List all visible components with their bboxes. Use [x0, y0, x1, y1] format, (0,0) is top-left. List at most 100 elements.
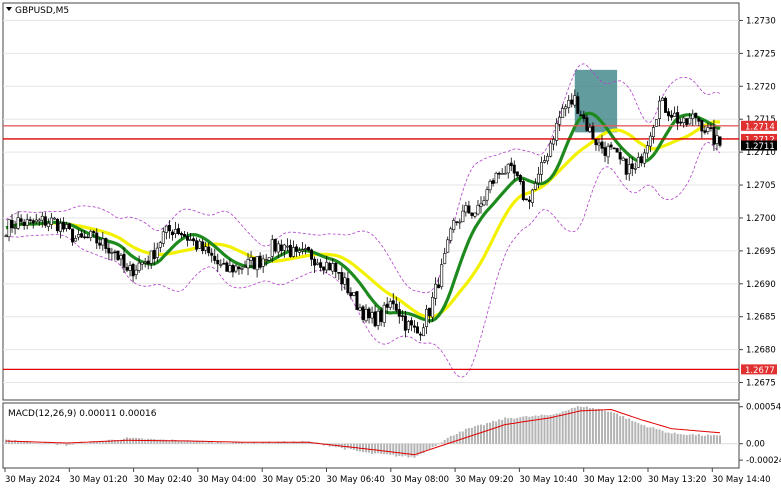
macd-bar	[144, 439, 147, 444]
macd-bar	[265, 443, 268, 444]
candle-body	[310, 249, 314, 260]
time-tick-label: 30 May 12:00	[584, 475, 642, 485]
macd-bar	[349, 443, 352, 449]
candle-body	[691, 113, 695, 119]
candle-body	[651, 127, 655, 138]
candle-body	[428, 307, 432, 317]
macd-bar	[389, 443, 392, 455]
candle-body	[89, 230, 93, 239]
macd-bar	[537, 415, 540, 444]
main-frame	[2, 2, 740, 401]
macd-bar	[522, 416, 525, 444]
candle-body	[555, 122, 559, 141]
candle-body	[570, 99, 574, 105]
candle-body	[77, 234, 81, 238]
macd-bar	[41, 443, 44, 445]
candle-body	[4, 235, 8, 238]
candle-body	[201, 241, 205, 252]
candle-body	[83, 236, 87, 239]
macd-bar	[719, 435, 721, 444]
macd-bar	[20, 441, 23, 444]
candle-body	[155, 247, 159, 258]
macd-bar	[567, 409, 570, 444]
macd-bar	[407, 443, 410, 458]
macd-bar	[113, 440, 116, 444]
candle-body	[479, 203, 483, 207]
macd-bar	[98, 442, 101, 444]
candle-body	[452, 220, 456, 230]
candle-body	[225, 262, 229, 272]
candle-body	[530, 189, 534, 203]
price-tick-label: 1.2730	[746, 16, 776, 26]
macd-bar	[622, 416, 625, 444]
macd-bar	[467, 428, 470, 444]
candle-body	[179, 233, 183, 236]
candle-body	[573, 95, 577, 106]
candle-body	[316, 262, 320, 265]
candle-body	[388, 301, 392, 308]
macd-bar	[174, 439, 177, 444]
candle-body	[379, 310, 383, 322]
macd-bar	[280, 442, 283, 444]
macd-bar	[661, 430, 664, 444]
macd-bar	[401, 443, 404, 457]
candle-body	[558, 116, 562, 125]
macd-bar	[23, 441, 26, 444]
macd-bar	[643, 425, 646, 444]
candle-body	[55, 218, 59, 232]
candle-body	[633, 168, 637, 170]
candle-body	[334, 262, 338, 272]
price-tag-label: 1.2711	[745, 142, 775, 152]
macd-bar	[558, 413, 561, 444]
candle-body	[624, 158, 628, 175]
highlight-zone	[574, 69, 618, 133]
candle-body	[116, 250, 120, 261]
macd-bar	[26, 440, 29, 444]
price-tick-label: 1.2685	[746, 313, 776, 323]
macd-bar	[676, 433, 679, 444]
macd-bar	[14, 440, 17, 444]
macd-bar	[11, 440, 14, 444]
candle-body	[249, 256, 253, 261]
macd-bar	[89, 441, 92, 444]
candle-body	[515, 171, 519, 177]
macd-bar	[428, 443, 431, 450]
candle-body	[667, 111, 671, 117]
macd-bar	[228, 442, 231, 444]
candle-body	[46, 222, 50, 227]
candle-body	[119, 255, 123, 260]
candle-body	[52, 217, 56, 220]
candle-body	[600, 141, 604, 149]
dropdown-arrow-icon[interactable]	[6, 7, 12, 11]
candle-body	[231, 264, 235, 273]
candle-body	[639, 156, 643, 164]
candle-body	[473, 212, 477, 217]
macd-bar	[156, 439, 159, 444]
candle-body	[594, 139, 598, 146]
macd-bar	[594, 408, 597, 444]
price-tick-label: 1.2675	[746, 379, 776, 389]
macd-bar	[679, 434, 682, 444]
price-tick-label: 1.2700	[746, 214, 776, 224]
candle-body	[186, 236, 190, 241]
candle-body	[648, 135, 652, 147]
macd-bar	[244, 443, 247, 445]
candle-body	[385, 303, 389, 308]
macd-bar	[62, 443, 65, 445]
macd-bar	[177, 441, 180, 444]
candle-body	[325, 261, 329, 271]
candle-body	[113, 251, 117, 254]
time-tick-label: 30 May 2024	[5, 475, 60, 485]
candle-body	[618, 152, 622, 160]
candle-body	[470, 212, 474, 216]
macd-bar	[431, 443, 434, 448]
macd-bar	[38, 443, 41, 444]
macd-bar	[570, 408, 573, 444]
macd-bar	[504, 417, 507, 444]
candle-body	[276, 243, 280, 253]
macd-bar	[383, 443, 386, 455]
macd-bar	[231, 442, 234, 444]
macd-bar	[640, 424, 643, 444]
candle-body	[152, 250, 156, 260]
